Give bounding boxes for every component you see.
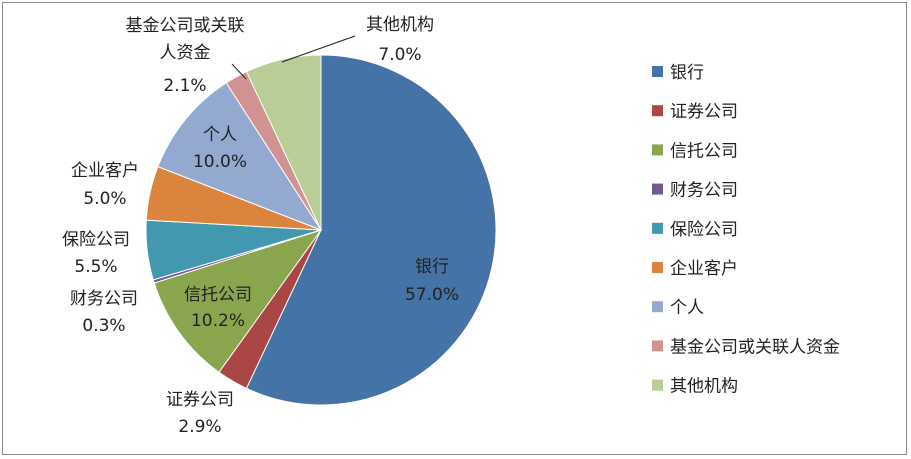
legend-swatch-2 (652, 144, 663, 156)
slice-value-label-5: 5.0% (83, 189, 126, 209)
slice-label-7: 基金公司或关联 (126, 16, 245, 36)
legend-label-8: 其他机构 (670, 377, 738, 397)
slice-value-label-2: 10.2% (191, 311, 245, 331)
slice-label-3: 财务公司 (70, 289, 138, 309)
legend-swatch-3 (652, 183, 663, 195)
legend-label-5: 企业客户 (670, 259, 738, 279)
legend-swatch-6 (652, 301, 663, 313)
legend-label-4: 保险公司 (670, 220, 738, 240)
slice-value-label-0: 57.0% (405, 285, 459, 305)
legend-label-3: 财务公司 (670, 181, 738, 201)
slice-value-label-8: 7.0% (378, 45, 421, 65)
slice-value-label-6: 10.0% (193, 152, 247, 172)
slice-label-4: 保险公司 (62, 230, 130, 250)
slice-label-2: 信托公司 (184, 285, 252, 305)
legend-label-2: 信托公司 (670, 141, 738, 161)
pie-slice-8 (245, 54, 322, 231)
slice-value-label-3: 0.3% (82, 316, 125, 336)
legend-label-7: 基金公司或关联人资金 (670, 337, 840, 357)
pie-slice-2 (153, 229, 323, 373)
leader-line-7 (231, 63, 247, 80)
slice-label-1: 证券公司 (166, 390, 234, 410)
legend-swatch-1 (652, 105, 663, 117)
slice-label-8: 其他机构 (366, 15, 434, 35)
legend-swatch-8 (652, 379, 663, 391)
slice-label-0: 银行 (415, 257, 449, 277)
legend-swatch-4 (652, 222, 663, 234)
legend-label-6: 个人 (670, 298, 704, 318)
slice-label-5: 企业客户 (71, 161, 139, 181)
slice-value-label-7: 2.1% (163, 76, 206, 96)
pie-slice-6 (157, 82, 323, 232)
slice-label-6: 个人 (203, 125, 237, 145)
legend-swatch-5 (652, 262, 663, 273)
legend-label-0: 银行 (670, 63, 704, 83)
slice-value-label-1: 2.9% (178, 417, 221, 437)
legend-swatch-7 (652, 340, 663, 352)
pie-slice-0 (245, 54, 497, 406)
legend-label-1: 证券公司 (670, 102, 738, 122)
leader-line-8 (281, 35, 356, 63)
slice-label-7-cont: 人资金 (160, 43, 211, 63)
slice-value-label-4: 5.5% (74, 257, 117, 277)
legend-swatch-0 (652, 66, 663, 77)
